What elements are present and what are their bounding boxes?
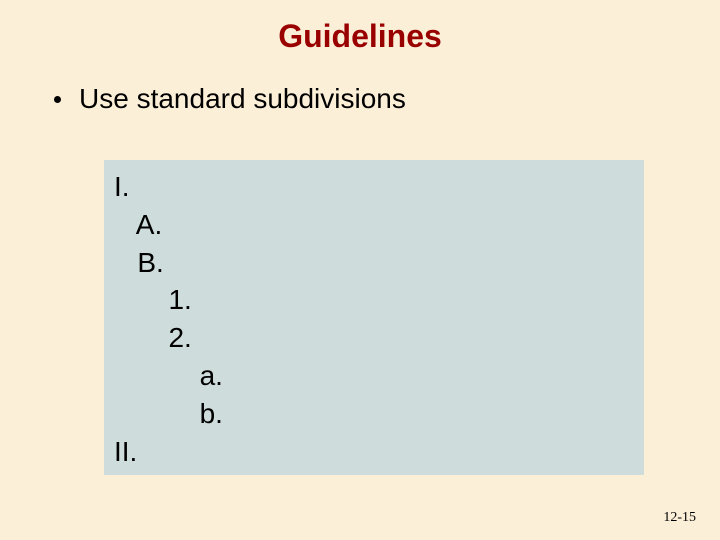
outline-level-2: B.: [114, 244, 634, 282]
outline-level-2: A.: [114, 206, 634, 244]
bullet-item: Use standard subdivisions: [0, 83, 720, 115]
bullet-text: Use standard subdivisions: [79, 83, 406, 115]
outline-level-3: 1.: [114, 281, 634, 319]
outline-level-3: 2.: [114, 319, 634, 357]
bullet-icon: [54, 96, 61, 103]
outline-level-1: I.: [114, 168, 634, 206]
outline-level-4: b.: [114, 395, 634, 433]
outline-box: I. A. B. 1. 2. a. b. II.: [104, 160, 644, 475]
outline-level-1: II.: [114, 433, 634, 471]
page-title: Guidelines: [0, 0, 720, 55]
page-number: 12-15: [663, 510, 696, 526]
outline-level-4: a.: [114, 357, 634, 395]
